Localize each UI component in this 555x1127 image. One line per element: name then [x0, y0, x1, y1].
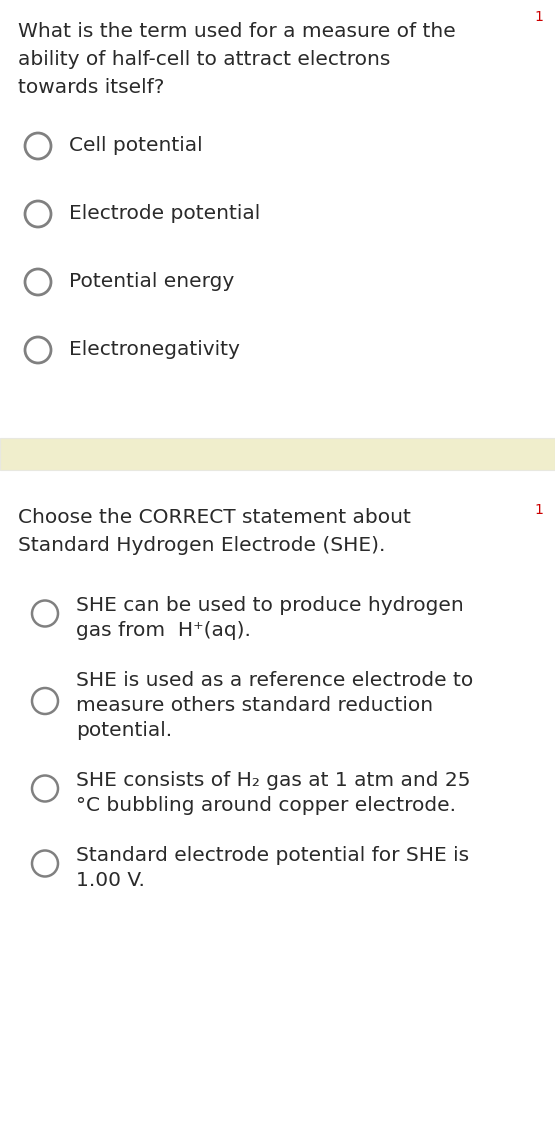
Text: 1: 1	[534, 503, 543, 517]
Circle shape	[32, 687, 58, 715]
Text: ability of half-cell to attract electrons: ability of half-cell to attract electron…	[18, 50, 390, 69]
Text: SHE can be used to produce hydrogen: SHE can be used to produce hydrogen	[76, 596, 464, 615]
Text: 1: 1	[534, 10, 543, 24]
Text: What is the term used for a measure of the: What is the term used for a measure of t…	[18, 23, 456, 41]
Circle shape	[32, 775, 58, 801]
Text: Choose the CORRECT statement about: Choose the CORRECT statement about	[18, 508, 411, 527]
Text: Electrode potential: Electrode potential	[69, 204, 260, 223]
Text: Standard Hydrogen Electrode (SHE).: Standard Hydrogen Electrode (SHE).	[18, 536, 385, 554]
Text: Electronegativity: Electronegativity	[69, 340, 240, 360]
Text: 1.00 V.: 1.00 V.	[76, 871, 145, 890]
Text: measure others standard reduction: measure others standard reduction	[76, 696, 433, 715]
Circle shape	[25, 201, 51, 227]
Circle shape	[25, 133, 51, 159]
Text: °C bubbling around copper electrode.: °C bubbling around copper electrode.	[76, 796, 456, 815]
Text: Standard electrode potential for SHE is: Standard electrode potential for SHE is	[76, 846, 469, 866]
Text: SHE consists of H₂ gas at 1 atm and 25: SHE consists of H₂ gas at 1 atm and 25	[76, 771, 471, 790]
Text: Cell potential: Cell potential	[69, 136, 203, 156]
Circle shape	[25, 269, 51, 295]
Text: potential.: potential.	[76, 721, 172, 740]
Circle shape	[25, 337, 51, 363]
Bar	[0, 438, 555, 470]
Text: Potential energy: Potential energy	[69, 272, 234, 291]
Circle shape	[32, 851, 58, 877]
Text: gas from  H⁺(aq).: gas from H⁺(aq).	[76, 621, 251, 640]
Circle shape	[32, 601, 58, 627]
Text: SHE is used as a reference electrode to: SHE is used as a reference electrode to	[76, 671, 473, 690]
Text: towards itself?: towards itself?	[18, 78, 164, 97]
